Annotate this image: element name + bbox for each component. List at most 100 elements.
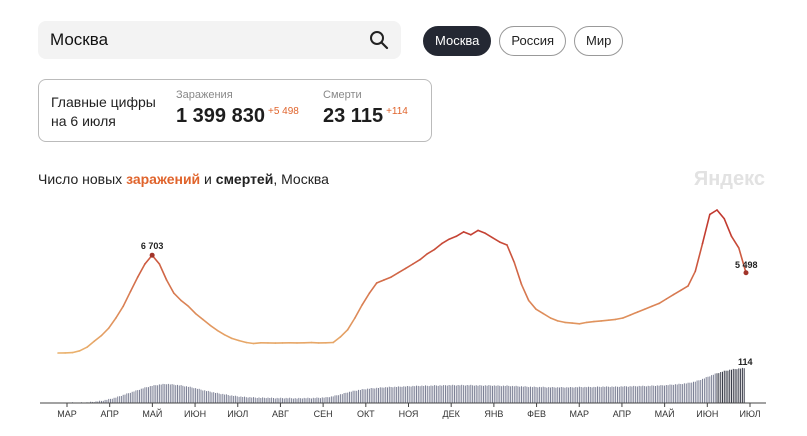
last-infections-label: 5 498 — [735, 260, 758, 270]
infections-line-segment — [651, 302, 660, 308]
x-tick-label: ИЮН — [696, 409, 718, 419]
infections-line-segment — [477, 229, 487, 235]
infections-line-segment — [564, 321, 574, 324]
infections-line-segment — [679, 285, 689, 292]
x-tick-label: ДЕК — [443, 409, 461, 419]
infections-line-segment — [397, 267, 407, 274]
x-tick-label: ФЕВ — [527, 409, 546, 419]
infections-line-segment — [687, 270, 697, 287]
infections-line-segment — [708, 209, 718, 216]
infections-line-segment — [71, 350, 81, 354]
chart-title-middle: и — [200, 171, 216, 187]
last-infections-marker — [743, 270, 749, 276]
infections-line-segment — [636, 308, 646, 313]
deaths-caption: Смерти — [323, 89, 362, 101]
infections-line-segment — [100, 327, 110, 337]
infections-line-segment — [346, 317, 356, 331]
infections-line-segment — [158, 263, 168, 281]
region-world-button[interactable]: Мир — [574, 26, 624, 56]
infections-stat: Заражения 1 399 830 +5 498 — [176, 89, 299, 128]
summary-label: Главные цифры на 6 июля — [51, 93, 156, 131]
x-tick-label: АВГ — [272, 409, 289, 419]
infections-line-segment — [723, 217, 733, 238]
infections-line-segment — [433, 242, 443, 251]
peak-marker — [149, 252, 155, 258]
infections-line-segment — [361, 292, 371, 306]
x-tick-label: АПР — [101, 409, 119, 419]
infections-line-segment — [672, 289, 682, 296]
infections-line-segment — [607, 318, 617, 321]
infections-line-segment — [173, 292, 182, 302]
infections-line-segment — [498, 241, 508, 246]
infections-line-segment — [187, 305, 197, 315]
infections-line-segment — [622, 314, 631, 319]
x-tick-label: ИЮН — [184, 409, 206, 419]
summary-label-line1: Главные цифры — [51, 94, 156, 110]
infections-line-segment — [404, 263, 414, 270]
infections-line-segment — [231, 337, 240, 342]
infections-line-segment — [513, 261, 523, 286]
x-tick-label: МАЙ — [655, 408, 675, 419]
chart-title: Число новых заражений и смертей, Москва — [38, 171, 329, 187]
search-box[interactable]: Москва — [38, 21, 401, 59]
infections-line-segment — [165, 279, 175, 294]
infections-line-segment — [462, 231, 472, 236]
infections-line-segment — [440, 238, 450, 245]
chart-title-prefix: Число новых — [38, 171, 127, 187]
region-switcher: Москва Россия Мир — [423, 26, 624, 56]
summary-date: на 6 июля — [51, 113, 116, 129]
infections-total: 1 399 830 — [176, 105, 265, 127]
infections-line-segment — [520, 283, 530, 302]
infections-line-segment — [426, 248, 436, 255]
infections-line-segment — [571, 322, 581, 325]
infections-line-segment — [202, 318, 211, 327]
infections-line-segment — [730, 235, 740, 249]
x-tick-label: НОЯ — [399, 409, 419, 419]
infections-line-segment — [556, 320, 566, 324]
infections-line-segment — [136, 263, 146, 278]
infections-line-segment — [107, 317, 117, 329]
infections-line-segment — [93, 334, 103, 343]
infections-line-segment — [469, 229, 479, 236]
infections-line-segment — [549, 317, 559, 322]
infections-line-segment — [122, 290, 132, 308]
yandex-logo: Яндекс — [693, 168, 765, 190]
infections-line-segment — [354, 304, 364, 319]
chart-title-deaths: смертей — [215, 171, 274, 187]
peak-label: 6 703 — [141, 241, 164, 251]
infections-line-segment — [129, 276, 139, 293]
infections-line-segment — [216, 329, 226, 336]
infections-line-segment — [578, 321, 588, 325]
infections-line-segment — [78, 346, 88, 352]
search-input[interactable]: Москва — [50, 30, 109, 49]
x-tick-label: ИЮЛ — [227, 409, 248, 419]
infections-line-segment — [629, 311, 639, 316]
infections-line-segment — [448, 235, 458, 241]
infections-line-segment — [665, 293, 675, 300]
infections-line-segment — [223, 334, 233, 340]
infections-line-segment — [419, 252, 429, 261]
chart-title-infections: заражений — [126, 171, 201, 187]
region-russia-button[interactable]: Россия — [499, 26, 567, 56]
x-tick-label: МАЙ — [142, 408, 162, 419]
infections-line-segment — [209, 324, 219, 332]
infections-line-segment — [658, 298, 668, 305]
x-tick-label: ЯНВ — [484, 409, 503, 419]
infections-line-segment — [600, 319, 610, 322]
infections-line-segment — [542, 312, 552, 319]
covid-chart: МАР АПР МАЙ ИЮН ИЮЛ АВГ СЕН ОКТ НОЯ ДЕК ЯНВ ФЕВ МАР А… — [40, 209, 766, 419]
infections-line-segment — [252, 342, 262, 345]
infections-line-segment — [716, 209, 726, 220]
infections-line-segment — [339, 328, 349, 338]
search-icon[interactable] — [369, 30, 389, 50]
region-moscow-button[interactable]: Москва — [423, 26, 492, 56]
deaths-total: 23 115 — [323, 105, 384, 127]
infections-line-segment — [455, 231, 465, 238]
chart-title-suffix: , Москва — [273, 171, 329, 187]
infections-line-segment — [527, 299, 537, 310]
infections-line-segment — [238, 339, 248, 344]
infections-line-segment — [701, 213, 711, 245]
infections-line-segment — [412, 258, 421, 265]
infections-line-segment — [535, 308, 545, 315]
infections-line-segment — [180, 299, 190, 308]
